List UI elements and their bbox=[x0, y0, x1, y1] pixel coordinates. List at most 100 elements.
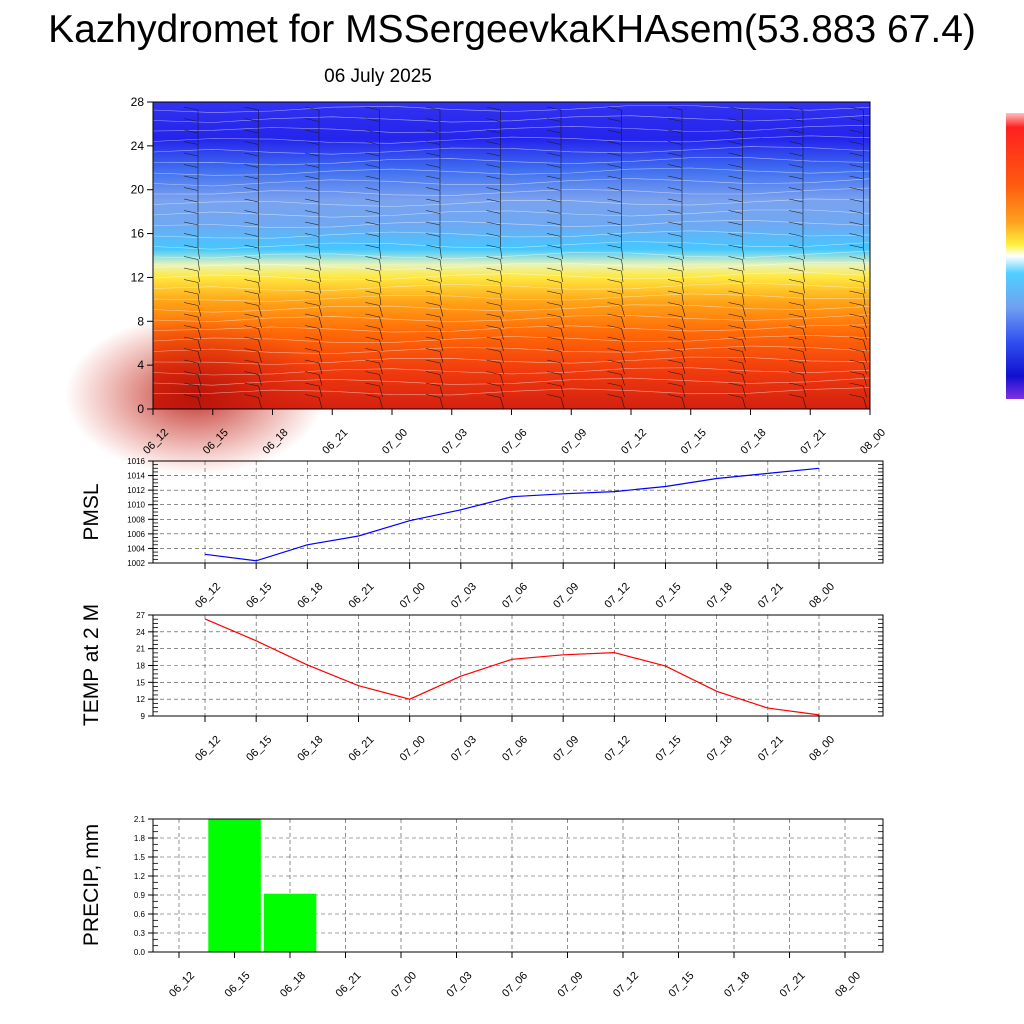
contour-line bbox=[152, 387, 871, 396]
y-tick-label: 0 bbox=[137, 402, 144, 416]
wind-barb-flag bbox=[244, 359, 259, 364]
wind-barb-flag bbox=[849, 175, 864, 180]
x-tick-label: 07_21 bbox=[798, 427, 828, 457]
wind-barb-flag bbox=[304, 187, 320, 191]
wind-barb bbox=[500, 282, 503, 294]
wind-barb bbox=[197, 339, 202, 352]
wind-barb-flag bbox=[486, 313, 501, 318]
y-axis-label: TEMP at 2 M bbox=[80, 604, 103, 726]
wind-barb-flag bbox=[425, 348, 441, 352]
wind-barb-flag bbox=[788, 164, 804, 168]
contour-line bbox=[152, 345, 871, 355]
wind-barb-flag bbox=[546, 221, 562, 226]
wind-barb bbox=[258, 270, 261, 283]
wind-barb-flag bbox=[667, 313, 683, 318]
wind-barb bbox=[742, 385, 746, 398]
wind-barb-flag bbox=[546, 152, 562, 157]
wind-barb-flag bbox=[425, 394, 441, 398]
wind-barb-flag bbox=[849, 325, 864, 329]
x-tick-label: 07_21 bbox=[756, 581, 786, 611]
wind-barb-flag bbox=[788, 175, 804, 180]
wind-barb-flag bbox=[788, 106, 804, 111]
wind-barb bbox=[621, 270, 624, 283]
wind-barb-flag bbox=[546, 302, 562, 306]
wind-barb-flag bbox=[728, 175, 743, 180]
y-tick-label: 8 bbox=[137, 314, 144, 328]
wind-barb-flag bbox=[486, 118, 501, 122]
wind-barb-flag bbox=[546, 175, 562, 180]
wind-barb bbox=[802, 316, 807, 329]
wind-barb bbox=[379, 362, 383, 375]
y-axis: 0 4 8 12 16 20 24 28 bbox=[131, 95, 153, 416]
wind-barb bbox=[318, 293, 321, 306]
wind-barb-flag bbox=[304, 359, 320, 364]
wind-barb bbox=[621, 259, 624, 271]
wind-barb bbox=[863, 362, 867, 375]
wind-barb-flag bbox=[183, 141, 199, 145]
wind-barb-flag bbox=[244, 290, 259, 295]
wind-barb bbox=[742, 293, 745, 306]
wind-barb-flag bbox=[365, 233, 380, 237]
wind-barb-flag bbox=[425, 371, 441, 375]
wind-barb bbox=[681, 374, 686, 386]
wind-barb bbox=[863, 282, 866, 294]
wind-barb-flag bbox=[486, 394, 501, 398]
x-tick-label: 07_15 bbox=[654, 581, 684, 611]
wind-barb-flag bbox=[425, 175, 441, 180]
x-tick-label: 06_12 bbox=[193, 581, 223, 611]
wind-barb-flag bbox=[607, 382, 622, 387]
wind-barb bbox=[621, 247, 624, 260]
wind-barb bbox=[621, 282, 624, 294]
wind-barb bbox=[258, 282, 261, 294]
contour-line bbox=[152, 304, 871, 313]
wind-barb-flag bbox=[849, 267, 864, 272]
x-tick-label: 08_00 bbox=[858, 427, 888, 457]
wind-barb-flag bbox=[304, 244, 320, 249]
wind-barb-flag bbox=[728, 290, 743, 295]
wind-barb-flag bbox=[304, 336, 320, 341]
x-tick-label: 07_06 bbox=[500, 734, 530, 764]
wind-barb-flag bbox=[365, 118, 380, 122]
wind-barb-flag bbox=[849, 118, 864, 122]
wind-barb-flag bbox=[304, 129, 320, 134]
wind-barb-flag bbox=[183, 187, 199, 191]
wind-barb-flag bbox=[546, 256, 562, 260]
wind-barb-flag bbox=[425, 141, 441, 145]
wind-barb bbox=[258, 305, 262, 317]
wind-barb-flag bbox=[365, 382, 380, 387]
wind-barb-flag bbox=[788, 313, 804, 318]
wind-barb-flag bbox=[728, 129, 743, 134]
wind-barb-flag bbox=[244, 244, 259, 249]
wind-barb-flag bbox=[728, 336, 743, 341]
wind-barb bbox=[379, 397, 383, 409]
wind-barb bbox=[560, 374, 565, 386]
wind-barb-flag bbox=[788, 233, 804, 237]
wind-barb-flag bbox=[849, 244, 864, 249]
wind-barb bbox=[560, 305, 565, 317]
wind-barb-flag bbox=[788, 244, 804, 249]
wind-barb bbox=[863, 259, 866, 271]
contour-line bbox=[152, 146, 871, 155]
wind-barb bbox=[439, 282, 442, 294]
wind-barb bbox=[681, 316, 686, 329]
wind-barb-flag bbox=[788, 221, 804, 226]
wind-barb-flag bbox=[365, 267, 380, 272]
wind-barb bbox=[742, 328, 746, 340]
wind-barb-flag bbox=[365, 279, 380, 283]
wind-barb bbox=[681, 339, 686, 352]
wind-barb-flag bbox=[728, 244, 743, 249]
wind-barb bbox=[439, 316, 444, 329]
wind-barb-flag bbox=[788, 118, 804, 122]
wind-barb-flag bbox=[788, 394, 804, 398]
wind-barb-flag bbox=[788, 267, 804, 272]
x-tick-label: 07_06 bbox=[500, 581, 530, 611]
wind-barb bbox=[258, 259, 261, 271]
wind-barb-flag bbox=[486, 302, 501, 306]
wind-barb bbox=[742, 351, 746, 363]
wind-barb-flag bbox=[304, 290, 320, 295]
wind-barb-flag bbox=[183, 164, 199, 168]
x-tick-label: 06_12 bbox=[167, 970, 197, 1000]
wind-barb bbox=[318, 397, 323, 409]
wind-barb bbox=[258, 351, 262, 363]
